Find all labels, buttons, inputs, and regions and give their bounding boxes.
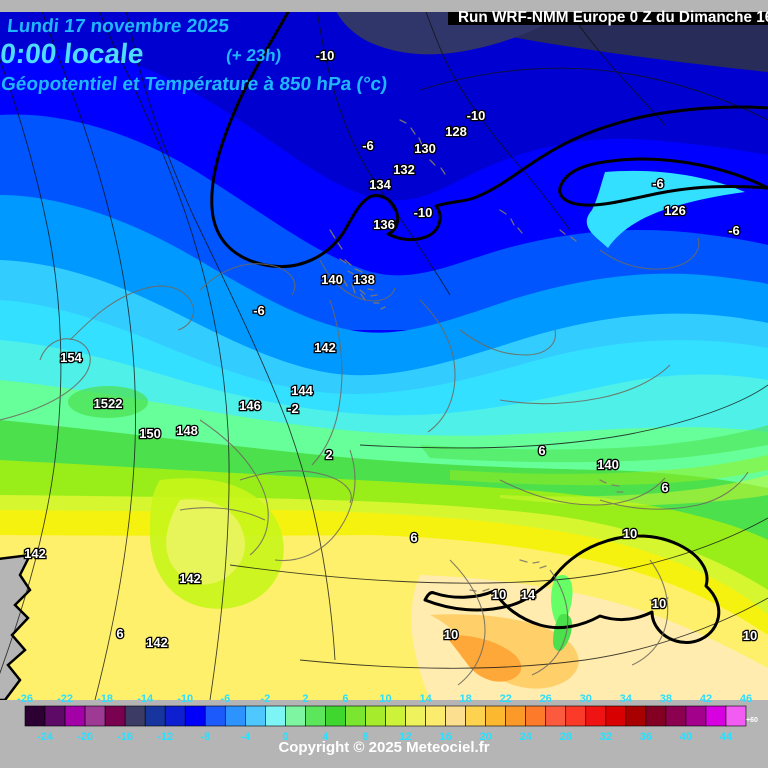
svg-text:138: 138: [353, 272, 375, 287]
svg-text:-14: -14: [137, 693, 154, 705]
svg-text:-10: -10: [467, 108, 486, 123]
svg-text:18: 18: [459, 693, 471, 705]
svg-text:10: 10: [444, 627, 458, 642]
svg-text:-6: -6: [220, 693, 230, 705]
svg-text:-12: -12: [157, 731, 173, 743]
svg-text:132: 132: [393, 162, 415, 177]
svg-text:154: 154: [60, 350, 82, 365]
svg-text:6: 6: [116, 626, 123, 641]
svg-text:142: 142: [314, 340, 336, 355]
svg-text:-20: -20: [77, 731, 93, 743]
svg-text:-10: -10: [177, 693, 193, 705]
svg-text:144: 144: [291, 383, 313, 398]
svg-text:24: 24: [520, 731, 533, 743]
svg-text:14: 14: [521, 587, 536, 602]
svg-text:-2: -2: [287, 401, 299, 416]
svg-text:148: 148: [176, 423, 198, 438]
svg-text:26: 26: [540, 693, 552, 705]
svg-text:-10: -10: [414, 205, 433, 220]
svg-text:10: 10: [623, 526, 637, 541]
svg-text:6: 6: [661, 480, 668, 495]
svg-text:-22: -22: [57, 693, 73, 705]
svg-text:6: 6: [410, 530, 417, 545]
svg-text:(+ 23h): (+ 23h): [225, 46, 282, 65]
svg-text:-2: -2: [260, 693, 270, 705]
svg-text:134: 134: [369, 177, 391, 192]
svg-text:142: 142: [24, 546, 46, 561]
svg-text:10: 10: [652, 596, 666, 611]
svg-text:44: 44: [720, 731, 733, 743]
svg-text:146: 146: [239, 398, 261, 413]
svg-text:46: 46: [740, 693, 752, 705]
svg-text:140: 140: [321, 272, 343, 287]
svg-text:Lundi 17 novembre 2025: Lundi 17 novembre 2025: [6, 16, 230, 37]
svg-text:38: 38: [660, 693, 672, 705]
svg-text:-18: -18: [97, 693, 113, 705]
svg-text:42: 42: [700, 693, 712, 705]
svg-text:Géopotentiel et Température à: Géopotentiel et Température à 850 hPa (°…: [0, 74, 388, 95]
svg-text:34: 34: [620, 693, 633, 705]
svg-text:-16: -16: [117, 731, 133, 743]
svg-text:-6: -6: [253, 303, 265, 318]
svg-text:-6: -6: [362, 138, 374, 153]
svg-text:22: 22: [500, 693, 512, 705]
svg-text:-8: -8: [200, 731, 210, 743]
svg-text:1522: 1522: [94, 396, 123, 411]
svg-text:126: 126: [664, 203, 686, 218]
svg-text:136: 136: [373, 217, 395, 232]
svg-text:128: 128: [445, 124, 467, 139]
svg-text:150: 150: [139, 426, 161, 441]
svg-text:14: 14: [419, 693, 432, 705]
svg-text:-26: -26: [17, 693, 33, 705]
svg-text:140: 140: [597, 457, 619, 472]
svg-text:2: 2: [325, 447, 332, 462]
svg-text:10: 10: [743, 628, 757, 643]
svg-text:6: 6: [342, 693, 348, 705]
svg-text:32: 32: [600, 731, 612, 743]
svg-text:-6: -6: [652, 176, 664, 191]
svg-text:130: 130: [414, 141, 436, 156]
svg-text:28: 28: [560, 731, 572, 743]
svg-text:10: 10: [379, 693, 391, 705]
svg-text:+60: +60: [746, 717, 758, 724]
svg-text:142: 142: [146, 635, 168, 650]
svg-text:-6: -6: [728, 223, 740, 238]
svg-text:-4: -4: [240, 731, 251, 743]
svg-text:Run WRF-NMM Europe 0 Z du Dima: Run WRF-NMM Europe 0 Z du Dimanche 16 no…: [458, 9, 768, 26]
svg-text:30: 30: [580, 693, 592, 705]
svg-text:Copyright © 2025 Meteociel.fr: Copyright © 2025 Meteociel.fr: [278, 739, 489, 756]
svg-text:36: 36: [640, 731, 652, 743]
svg-text:142: 142: [179, 571, 201, 586]
svg-text:6: 6: [538, 443, 545, 458]
svg-text:40: 40: [680, 731, 692, 743]
svg-text:10: 10: [492, 587, 506, 602]
svg-text:-24: -24: [37, 731, 54, 743]
svg-text:2: 2: [302, 693, 308, 705]
svg-text:-10: -10: [316, 48, 335, 63]
svg-text:0:00 locale: 0:00 locale: [0, 38, 145, 69]
